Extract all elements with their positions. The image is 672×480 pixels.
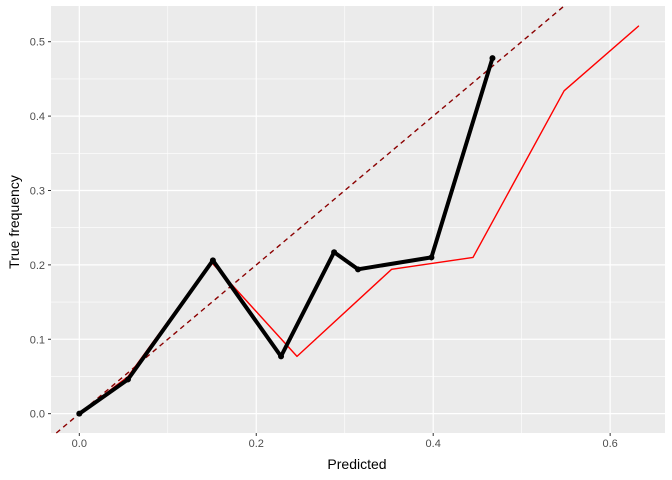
series-2-point [76,410,83,417]
x-tick-label: 0.4 [426,438,441,450]
x-tick-label: 0.0 [72,438,87,450]
y-axis-title: True frequency [6,175,22,269]
series-2-point [278,353,285,360]
x-axis-title: Predicted [327,456,386,472]
major-grid [51,6,665,433]
series-2-point [428,254,435,261]
y-tick-label: 0.4 [30,111,45,123]
series-2-point [124,376,131,383]
y-tick-label: 0.1 [30,334,45,346]
series-layer [76,25,640,417]
plot-panel [51,6,665,433]
x-axis: 0.0 0.2 0.4 0.6 [72,433,618,450]
series-2-point [355,266,361,273]
series-2-point [209,257,216,264]
x-tick-label: 0.2 [249,438,264,450]
series-2-line [77,56,495,416]
y-axis: 0.0 0.1 0.2 0.3 0.4 0.5 [30,37,51,421]
y-tick-label: 0.0 [30,409,45,421]
y-tick-label: 0.5 [30,37,45,49]
x-tick-label: 0.6 [602,438,617,450]
y-tick-label: 0.3 [30,185,45,197]
series-2-point [489,55,496,62]
y-tick-label: 0.2 [30,260,45,272]
minor-grid [51,6,665,433]
series-2-point [331,249,338,256]
